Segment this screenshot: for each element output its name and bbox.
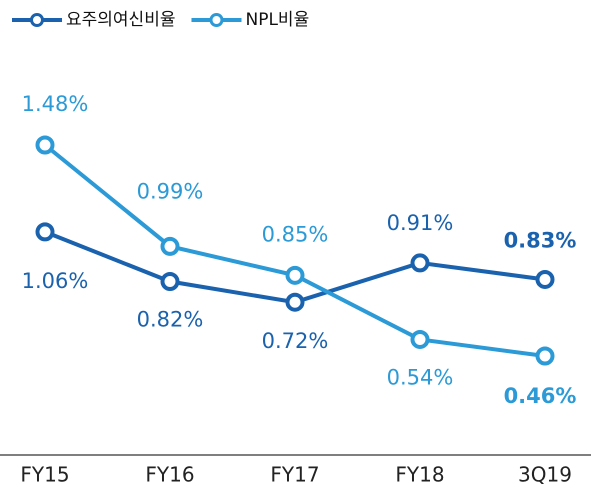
series-line (43, 143, 546, 358)
point (35, 135, 55, 155)
x-tick-label: 3Q19 (518, 463, 572, 487)
data-label: 0.46% (504, 384, 577, 408)
legend-marker (209, 13, 224, 27)
data-label: 0.54% (387, 365, 454, 389)
point (535, 269, 555, 289)
data-label: 0.82% (137, 308, 204, 332)
data-label: 0.85% (262, 222, 329, 246)
data-label: 1.48% (22, 92, 89, 116)
data-label: 0.83% (504, 228, 577, 252)
legend-label: 요주의여신비율 (66, 10, 175, 30)
data-label: 1.06% (22, 269, 89, 293)
x-tick-label: FY15 (20, 463, 69, 487)
point (160, 236, 180, 256)
point (160, 272, 180, 292)
data-label: 0.91% (387, 211, 454, 235)
point (410, 253, 430, 273)
point (35, 222, 55, 242)
legend-label: NPL비율 (245, 10, 309, 30)
point (410, 329, 430, 349)
data-label: 0.99% (137, 179, 204, 203)
data-label: 0.72% (262, 329, 329, 353)
x-tick-label: FY18 (395, 463, 444, 487)
point (285, 265, 305, 285)
point (535, 346, 555, 366)
point (285, 292, 305, 312)
x-tick-label: FY16 (145, 463, 194, 487)
legend-marker (30, 13, 44, 27)
x-tick-label: FY17 (270, 463, 319, 487)
